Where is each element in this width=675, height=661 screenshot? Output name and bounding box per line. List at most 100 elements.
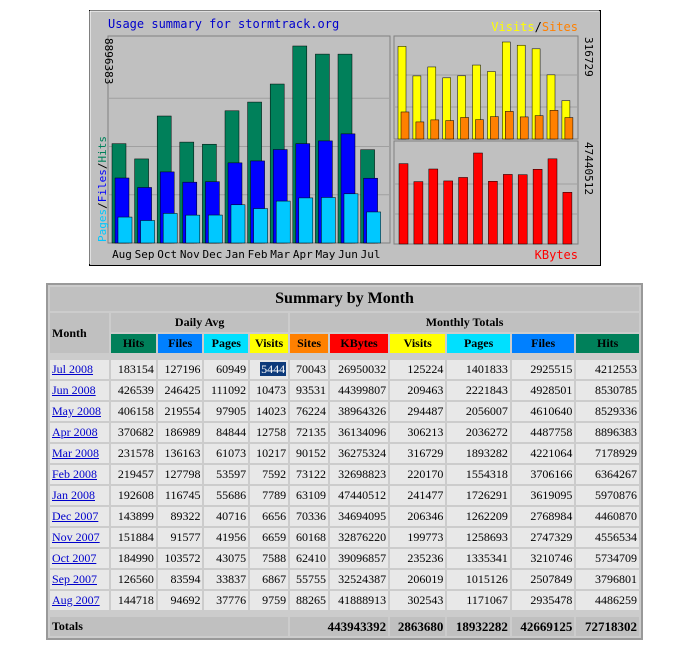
- bar-pages-jul: [366, 211, 381, 244]
- month-label-mar: Mar: [270, 248, 290, 261]
- value-cell: 136163: [157, 444, 203, 463]
- month-link[interactable]: Jul 2008: [52, 362, 94, 376]
- total-value: 2863680: [390, 617, 446, 636]
- column-header-row: Hits Files Pages Visits Sites KBytes Visits Pag…: [50, 334, 639, 353]
- value-cell: 209463: [390, 381, 446, 400]
- bar-kbytes-dec: [458, 177, 468, 245]
- value-cell: 32876220: [330, 528, 389, 547]
- bar-kbytes-jan: [473, 152, 483, 245]
- value-cell: 5970876: [576, 486, 639, 505]
- axis-word-files: Files: [96, 169, 109, 202]
- value-cell: 8896383: [576, 423, 639, 442]
- value-cell: 14023: [250, 402, 289, 421]
- value-cell: 2925515: [511, 360, 575, 379]
- col-header-pages-2: Pages: [204, 334, 249, 353]
- value-cell: 5444: [250, 360, 289, 379]
- col-header-sites-4: Sites: [290, 334, 329, 353]
- value-cell: 206346: [390, 507, 446, 526]
- month-cell: Aug 2007: [50, 591, 110, 610]
- value-cell: 7789: [250, 486, 289, 505]
- totals-label: Totals: [50, 617, 289, 636]
- value-cell: 4928501: [511, 381, 575, 400]
- month-link[interactable]: Mar 2008: [52, 446, 99, 460]
- month-label-jun: Jun: [338, 248, 358, 261]
- value-cell: 2221843: [447, 381, 510, 400]
- value-cell: 55686: [204, 486, 249, 505]
- value-cell: 70336: [290, 507, 329, 526]
- value-cell: 63109: [290, 486, 329, 505]
- value-cell: 144718: [111, 591, 156, 610]
- bar-pages-sep: [140, 220, 155, 244]
- month-link[interactable]: Sep 2007: [52, 572, 97, 586]
- month-cell: Jan 2008: [50, 486, 110, 505]
- month-link[interactable]: Feb 2008: [52, 467, 97, 481]
- value-cell: 206019: [390, 570, 446, 589]
- value-cell: 44399807: [330, 381, 389, 400]
- month-link[interactable]: Dec 2007: [52, 509, 99, 523]
- legend-slash: /: [535, 20, 542, 34]
- value-cell: 184990: [111, 549, 156, 568]
- value-cell: 91577: [157, 528, 203, 547]
- month-cell: Mar 2008: [50, 444, 110, 463]
- value-cell: 93531: [290, 381, 329, 400]
- value-cell: 4486259: [576, 591, 639, 610]
- col-header-pages-7: Pages: [447, 334, 510, 353]
- value-cell: 37776: [204, 591, 249, 610]
- month-link[interactable]: Nov 2007: [52, 530, 100, 544]
- col-header-kbytes-5: KBytes: [330, 334, 389, 353]
- value-cell: 2507849: [511, 570, 575, 589]
- rt-ymax-label: 316729: [582, 37, 595, 77]
- bar-sites-jul: [564, 117, 574, 140]
- value-cell: 61073: [204, 444, 249, 463]
- value-cell: 6364267: [576, 465, 639, 484]
- value-cell: 76224: [290, 402, 329, 421]
- bar-kbytes-feb: [488, 181, 498, 245]
- selected-value: 5444: [260, 362, 287, 376]
- month-link[interactable]: Jan 2008: [52, 488, 95, 502]
- value-cell: 406158: [111, 402, 156, 421]
- month-cell: Nov 2007: [50, 528, 110, 547]
- month-link[interactable]: Oct 2007: [52, 551, 97, 565]
- value-cell: 41888913: [330, 591, 389, 610]
- value-cell: 7588: [250, 549, 289, 568]
- bar-sites-may: [534, 115, 544, 140]
- month-cell: Dec 2007: [50, 507, 110, 526]
- month-label-jan: Jan: [225, 248, 245, 261]
- month-cell: Jun 2008: [50, 381, 110, 400]
- value-cell: 9759: [250, 591, 289, 610]
- value-cell: 235236: [390, 549, 446, 568]
- month-label-feb: Feb: [248, 248, 268, 261]
- value-cell: 2747329: [511, 528, 575, 547]
- value-cell: 8530785: [576, 381, 639, 400]
- value-cell: 3619095: [511, 486, 575, 505]
- bar-kbytes-jun: [547, 158, 558, 245]
- table-row: Mar 2008 231578 136163 61073 10217 90152 36275…: [50, 444, 639, 463]
- bar-sites-apr: [519, 116, 529, 140]
- month-link[interactable]: Aug 2007: [52, 593, 100, 607]
- value-cell: 127196: [157, 360, 203, 379]
- col-header-visits-6: Visits: [390, 334, 446, 353]
- value-cell: 39096857: [330, 549, 389, 568]
- bar-kbytes-apr: [517, 174, 528, 245]
- bar-pages-mar: [275, 200, 291, 244]
- month-link[interactable]: May 2008: [52, 404, 101, 418]
- svg-text:Visits/Sites: Visits/Sites: [491, 20, 578, 34]
- month-link[interactable]: Jun 2008: [52, 383, 96, 397]
- col-header-hits-0: Hits: [111, 334, 156, 353]
- value-cell: 5734709: [576, 549, 639, 568]
- value-cell: 72135: [290, 423, 329, 442]
- left-axis-legend: Pages/Files/Hits: [96, 136, 109, 242]
- bar-pages-jun: [343, 193, 359, 244]
- value-cell: 3706166: [511, 465, 575, 484]
- value-cell: 306213: [390, 423, 446, 442]
- value-cell: 60949: [204, 360, 249, 379]
- month-header: Month: [50, 313, 110, 353]
- table-row: Dec 2007 143899 89322 40716 6656 70336 3469409…: [50, 507, 639, 526]
- value-cell: 302543: [390, 591, 446, 610]
- total-value: 18932282: [447, 617, 510, 636]
- col-header-visits-3: Visits: [250, 334, 289, 353]
- left-panel: [107, 35, 391, 244]
- value-cell: 1726291: [447, 486, 510, 505]
- month-link[interactable]: Apr 2008: [52, 425, 98, 439]
- bar-sites-feb: [490, 116, 499, 140]
